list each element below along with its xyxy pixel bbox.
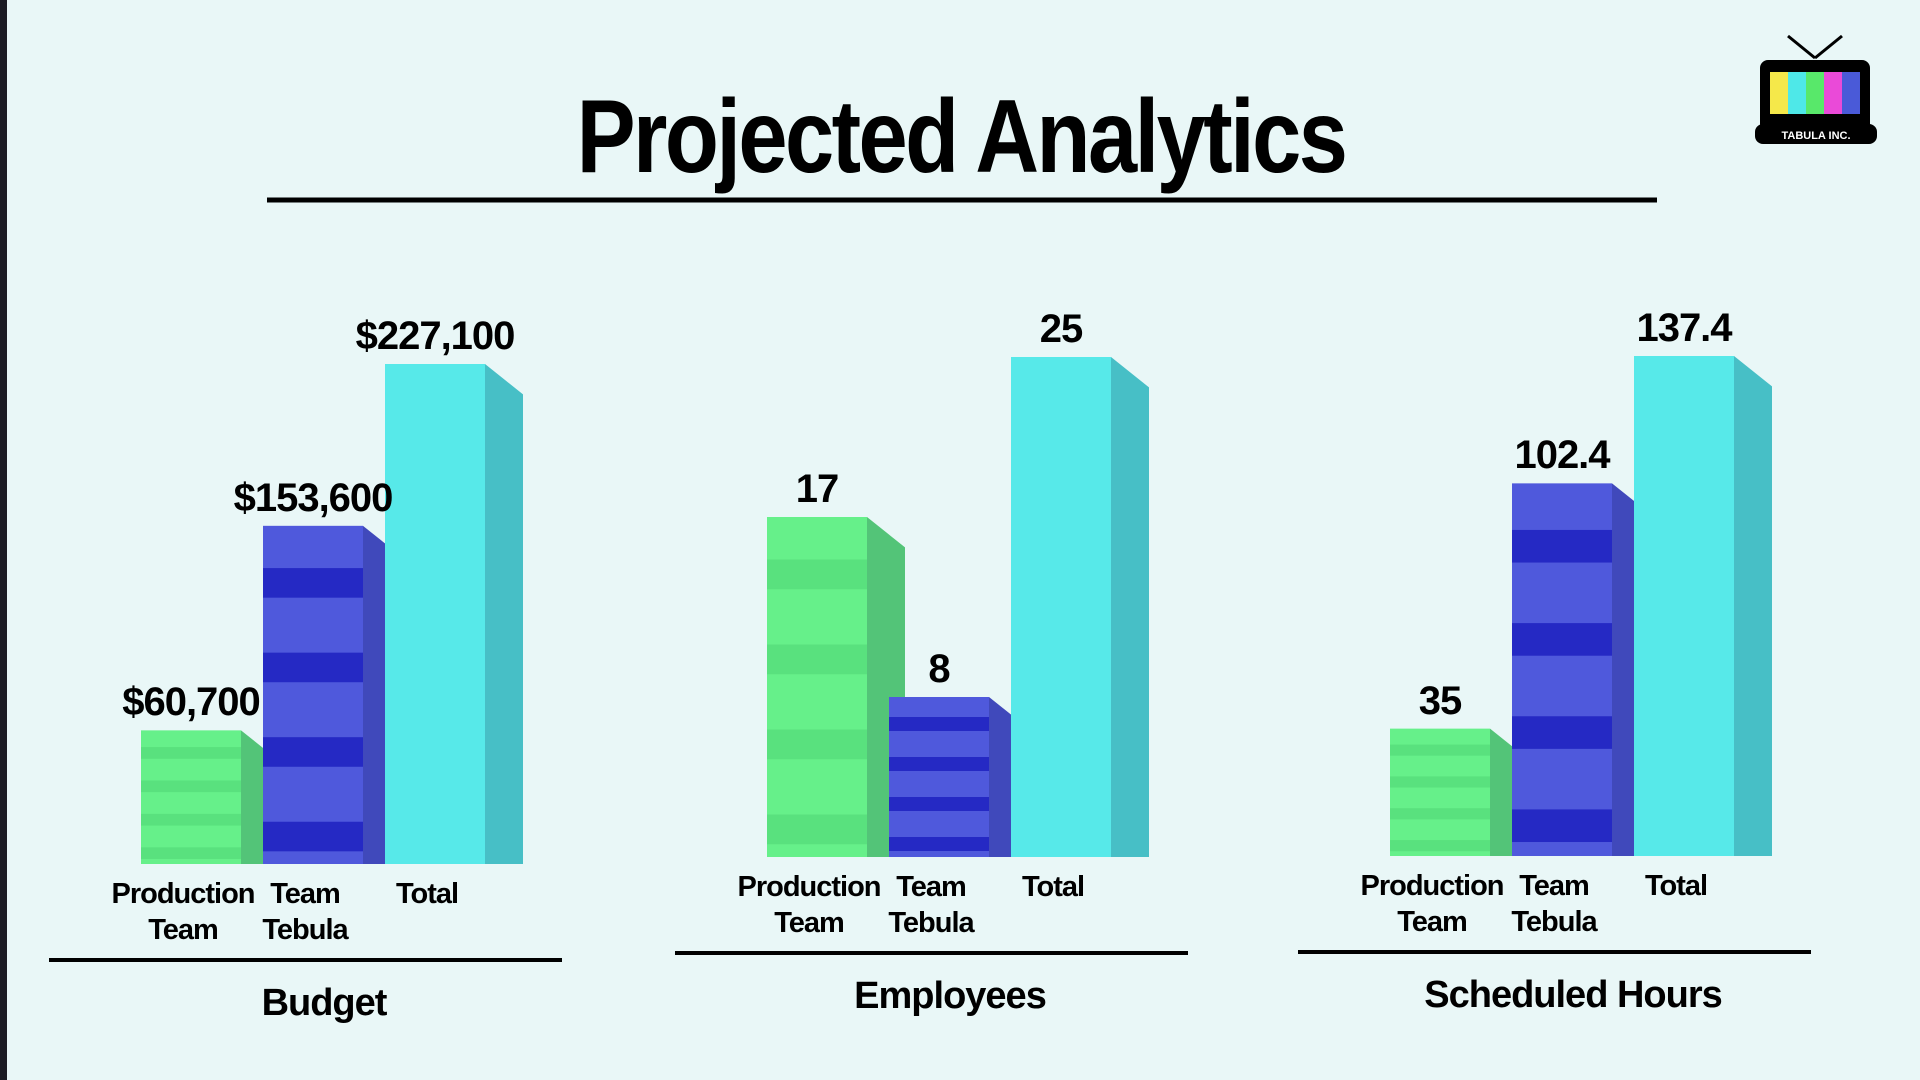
bar-stripe (141, 780, 241, 793)
x-tick-label: Production Team (737, 871, 881, 939)
bar-side (1734, 356, 1772, 856)
bar-stripe (767, 729, 867, 760)
bar-stripe (767, 559, 867, 590)
bar-stripe (263, 652, 363, 683)
logo: TABULA INC. (1755, 34, 1877, 144)
x-tick-label: Total (1021, 871, 1085, 903)
value-label: 137.4 (1636, 306, 1732, 350)
bar (1011, 357, 1111, 857)
bar-stripe (263, 737, 363, 767)
bar-stripe (767, 814, 867, 845)
value-label: 8 (928, 647, 950, 691)
value-label: $153,600 (233, 475, 394, 520)
bar-stripe (767, 644, 867, 675)
bar-side-shade (1111, 357, 1149, 857)
x-tick-label: Production Team (1360, 870, 1504, 938)
x-tick-label: Total (395, 878, 459, 910)
chart-title: Scheduled Hours (1424, 974, 1722, 1016)
value-label: 17 (795, 467, 839, 511)
bar-stripe (141, 847, 241, 859)
value-label: 25 (1039, 307, 1083, 351)
bar-stripe (1390, 776, 1490, 788)
bar-stripe (889, 837, 989, 851)
bar (141, 730, 241, 864)
bar-stripe (1512, 809, 1612, 843)
bar (767, 517, 867, 857)
bar-stripe (889, 797, 989, 811)
bar-stripe (263, 568, 363, 598)
value-label: 35 (1418, 678, 1462, 723)
bar (1634, 356, 1734, 856)
bar (1390, 728, 1490, 856)
value-label: $227,100 (355, 314, 516, 358)
chart-title: Budget (261, 982, 388, 1024)
x-tick-label: Team Tebula (888, 871, 974, 939)
x-tick-label: Total (1644, 870, 1708, 902)
bar-side-shade (485, 364, 523, 864)
bar-side (1111, 357, 1149, 857)
bar-stripe (141, 747, 241, 759)
bar-stripe (889, 717, 989, 731)
bar-side (485, 364, 523, 864)
bar-stripe (263, 821, 363, 852)
chart-title: Employees (854, 975, 1047, 1017)
bar-stripe (1512, 716, 1612, 749)
x-tick-label: Team Tebula (1511, 870, 1597, 938)
x-tick-label: Production Team (111, 878, 255, 946)
bar-stripe (1512, 623, 1612, 656)
bar-side-shade (1734, 356, 1772, 856)
left-edge (0, 0, 7, 1080)
bar-stripe (1390, 808, 1490, 820)
value-label: $60,700 (122, 680, 261, 725)
bar-stripe (141, 813, 241, 826)
bar-stripe (889, 757, 989, 771)
logo-text: TABULA INC. (1781, 130, 1850, 142)
x-tick-label: Team Tebula (262, 878, 348, 946)
value-label: 102.4 (1514, 433, 1610, 478)
page-title: Projected Analytics (576, 79, 1348, 195)
bar-stripe (1390, 840, 1490, 852)
bar-stripe (1390, 744, 1490, 756)
bar (385, 364, 485, 864)
bar-stripe (1512, 529, 1612, 563)
